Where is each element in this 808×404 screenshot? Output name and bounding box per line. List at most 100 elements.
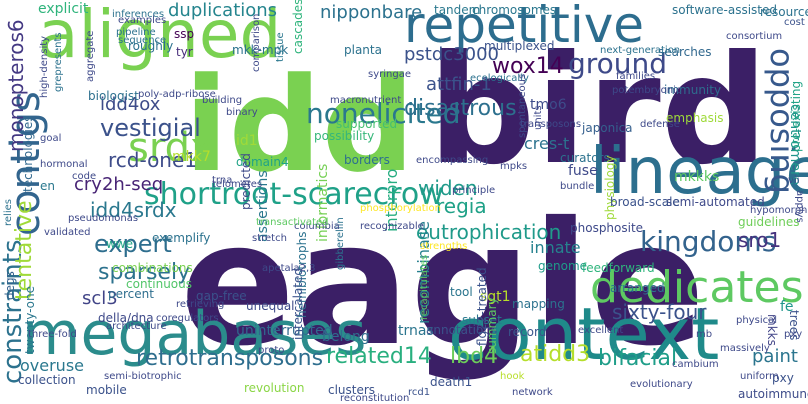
cloud-word: aggregate	[85, 30, 96, 82]
cloud-word: tandem	[434, 3, 481, 17]
cloud-word: vestigial	[100, 114, 201, 142]
cloud-word: disastrous	[404, 96, 517, 121]
cloud-word: regia	[436, 194, 487, 218]
cloud-word: rcd1	[408, 387, 431, 398]
cloud-word: nipponbare	[320, 2, 423, 23]
cloud-word: domain4	[236, 155, 289, 169]
cloud-word: poly-adp-ribose	[138, 89, 216, 100]
cloud-word: chromosomes	[472, 3, 557, 17]
cloud-word: gap-free	[196, 289, 247, 303]
cloud-word: bundle	[560, 181, 595, 192]
cloud-word: supported	[336, 117, 398, 131]
cloud-word: shortroot-scarecrow	[144, 177, 444, 212]
cloud-word: phosphorylation	[360, 203, 441, 214]
cloud-word: comparison	[251, 13, 262, 72]
cloud-word: borders	[344, 153, 390, 167]
cloud-word: pxy	[772, 371, 794, 385]
cloud-word: sro1	[738, 228, 782, 252]
cloud-word: nonelicited	[306, 97, 461, 130]
cloud-word: consortium	[726, 31, 783, 42]
cloud-word: architecture	[106, 321, 167, 332]
cloud-word: apetala2,3	[262, 263, 316, 274]
cloud-word: degs	[3, 271, 17, 300]
cloud-word: megabases	[22, 299, 367, 369]
cloud-word: excellent	[578, 325, 624, 336]
cloud-word: transactivated	[256, 217, 329, 228]
cloud-word: ecologically	[470, 73, 529, 84]
cloud-word: resource	[760, 5, 808, 19]
cloud-word: context	[448, 292, 720, 376]
cloud-word: tyr	[176, 45, 193, 59]
cloud-word: lbd4	[450, 344, 499, 369]
cloud-word: broad-scale	[610, 195, 680, 209]
cloud-word: sequence	[118, 35, 167, 46]
cloud-word: reconstitution	[340, 393, 410, 404]
cloud-word: ssp	[174, 27, 195, 41]
cloud-word: sgt1	[480, 289, 511, 305]
cloud-word: idd	[184, 49, 415, 201]
cloud-word: searches	[658, 45, 712, 59]
cloud-word: phosphosite	[570, 221, 644, 235]
cloud-word: innate	[530, 238, 581, 257]
cloud-word: mkkks	[674, 169, 720, 185]
cloud-word: macronutrient	[330, 95, 402, 106]
cloud-word: semi-automated	[666, 195, 765, 209]
cloud-word: mb	[696, 329, 713, 340]
cloud-word: wwe	[106, 237, 134, 251]
cloud-word: intercalated	[291, 267, 305, 340]
cloud-word: scl3	[82, 288, 118, 309]
cloud-word: explicit	[38, 1, 89, 17]
cloud-word: building	[202, 95, 243, 106]
cloud-word: genome	[538, 259, 588, 273]
cloud-word: fe	[780, 299, 794, 315]
cloud-word: flg22-treated	[475, 267, 489, 346]
cloud-word: recapitulates	[419, 254, 430, 320]
cloud-word: autoimmune	[738, 387, 808, 401]
cloud-word: mkk-mpk	[232, 43, 289, 57]
cloud-word: vii	[788, 175, 800, 186]
cloud-word: next-generation	[600, 45, 681, 56]
cloud-word: planta	[344, 43, 382, 57]
cloud-word: record	[508, 325, 547, 339]
cloud-word: three-fold	[28, 329, 77, 340]
cloud-word: bifacial	[598, 346, 678, 371]
cloud-word: related14	[326, 344, 432, 369]
cloud-word: syringae	[368, 69, 411, 80]
cloud-word: goal	[40, 133, 62, 144]
cloud-word: dedicates	[590, 262, 804, 313]
cloud-word: annotations	[426, 323, 498, 337]
cloud-word: trnas	[398, 323, 434, 339]
cloud-word: grepresents	[53, 32, 64, 92]
cloud-word: expert	[94, 230, 172, 258]
cloud-word: multiplexed	[484, 39, 555, 53]
cloud-word: uniform	[740, 371, 779, 382]
cloud-word: potembryonic	[612, 85, 682, 96]
cloud-word: overuse	[20, 356, 84, 375]
cloud-word: idd4srdx	[90, 198, 177, 222]
cloud-word: paint	[752, 346, 798, 367]
cloud-word: code	[72, 171, 97, 182]
cloud-word: relies	[3, 199, 14, 226]
cloud-word: hormonal	[40, 159, 88, 170]
cloud-word: tool	[450, 285, 473, 299]
cloud-word: tissue	[275, 32, 286, 62]
cloud-word: examples	[118, 15, 167, 26]
cloud-word: proto	[258, 345, 285, 356]
cloud-word: pipeline	[116, 27, 156, 38]
cloud-word: eagle	[180, 186, 706, 384]
cloud-word: unequal	[246, 299, 295, 313]
cloud-word: immunity	[664, 83, 722, 97]
cloud-word: repetitive	[404, 0, 645, 54]
cloud-word: possibility	[314, 129, 375, 143]
cloud-word: japonica	[582, 121, 633, 135]
cloud-word: semi-biotrophic	[104, 371, 182, 382]
cloud-word: massively	[720, 343, 770, 354]
cloud-word: en	[40, 179, 55, 193]
cloud-word: cambium	[672, 359, 719, 370]
cloud-word: hook	[500, 371, 525, 382]
cloud-word: clusters	[328, 383, 376, 397]
cloud-word: della/dna	[98, 311, 154, 325]
cloud-word: emphasis	[666, 111, 724, 125]
cloud-word: columbia	[294, 221, 340, 232]
